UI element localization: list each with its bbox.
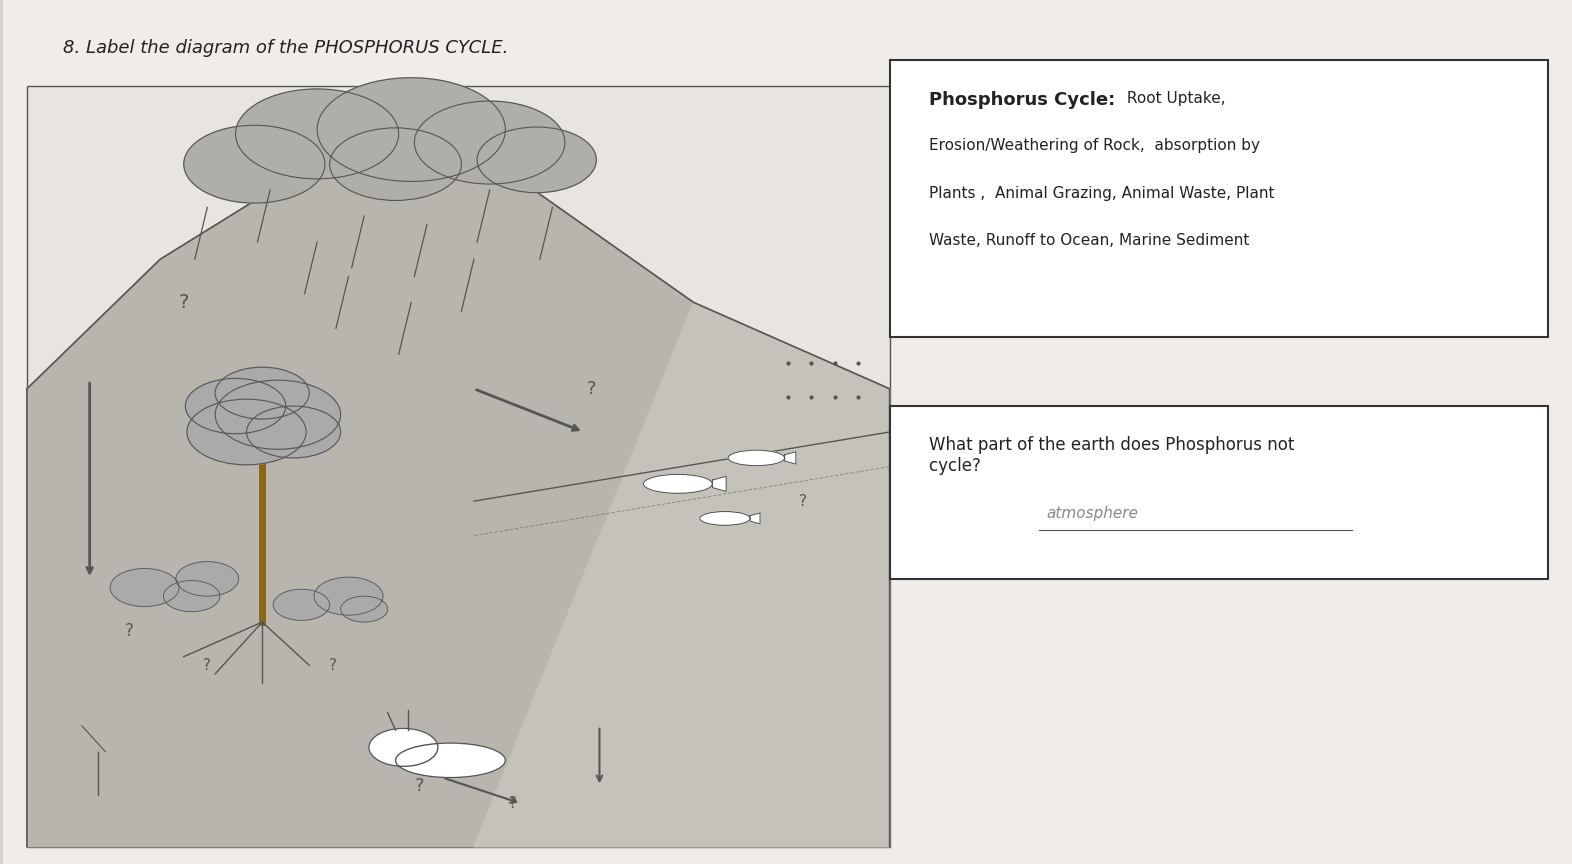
- Text: ?: ?: [179, 293, 189, 312]
- Circle shape: [215, 367, 310, 419]
- FancyBboxPatch shape: [255, 143, 560, 173]
- Circle shape: [236, 89, 399, 179]
- Circle shape: [341, 596, 388, 622]
- Text: ?: ?: [329, 658, 336, 673]
- Circle shape: [247, 406, 341, 458]
- Text: ?: ?: [586, 380, 596, 397]
- Polygon shape: [475, 302, 890, 847]
- Circle shape: [369, 728, 439, 766]
- Text: ?: ?: [800, 493, 808, 509]
- Circle shape: [184, 125, 325, 203]
- Text: What part of the earth does Phosphorus not
cycle?: What part of the earth does Phosphorus n…: [929, 436, 1294, 475]
- Circle shape: [314, 577, 384, 615]
- FancyBboxPatch shape: [890, 406, 1548, 579]
- Text: Erosion/Weathering of Rock,  absorption by: Erosion/Weathering of Rock, absorption b…: [929, 138, 1259, 153]
- Polygon shape: [712, 476, 726, 492]
- Circle shape: [187, 399, 307, 465]
- Text: ?: ?: [415, 778, 424, 795]
- Circle shape: [163, 581, 220, 612]
- Circle shape: [274, 589, 330, 620]
- Ellipse shape: [643, 474, 712, 493]
- Circle shape: [215, 380, 341, 449]
- Text: ?: ?: [509, 796, 517, 811]
- Text: Phosphorus Cycle:: Phosphorus Cycle:: [929, 91, 1115, 109]
- Polygon shape: [27, 104, 890, 847]
- Circle shape: [185, 378, 286, 434]
- Polygon shape: [784, 452, 795, 464]
- Ellipse shape: [396, 743, 505, 778]
- Circle shape: [330, 128, 462, 200]
- FancyBboxPatch shape: [27, 86, 890, 847]
- Text: 8. Label the diagram of the PHOSPHORUS CYCLE.: 8. Label the diagram of the PHOSPHORUS C…: [63, 39, 508, 57]
- Circle shape: [176, 562, 239, 596]
- FancyBboxPatch shape: [3, 0, 1572, 864]
- Text: atmosphere: atmosphere: [1047, 506, 1138, 521]
- Circle shape: [415, 101, 564, 184]
- Circle shape: [318, 78, 505, 181]
- Text: ?: ?: [203, 658, 211, 673]
- Text: Root Uptake,: Root Uptake,: [1122, 91, 1226, 105]
- Ellipse shape: [728, 450, 784, 466]
- Text: Plants ,  Animal Grazing, Animal Waste, Plant: Plants , Animal Grazing, Animal Waste, P…: [929, 186, 1275, 200]
- Circle shape: [478, 127, 596, 193]
- FancyBboxPatch shape: [890, 60, 1548, 337]
- Ellipse shape: [700, 511, 750, 525]
- Circle shape: [110, 569, 179, 607]
- Polygon shape: [750, 513, 761, 524]
- Text: ?: ?: [124, 622, 134, 639]
- Text: Waste, Runoff to Ocean, Marine Sediment: Waste, Runoff to Ocean, Marine Sediment: [929, 233, 1250, 248]
